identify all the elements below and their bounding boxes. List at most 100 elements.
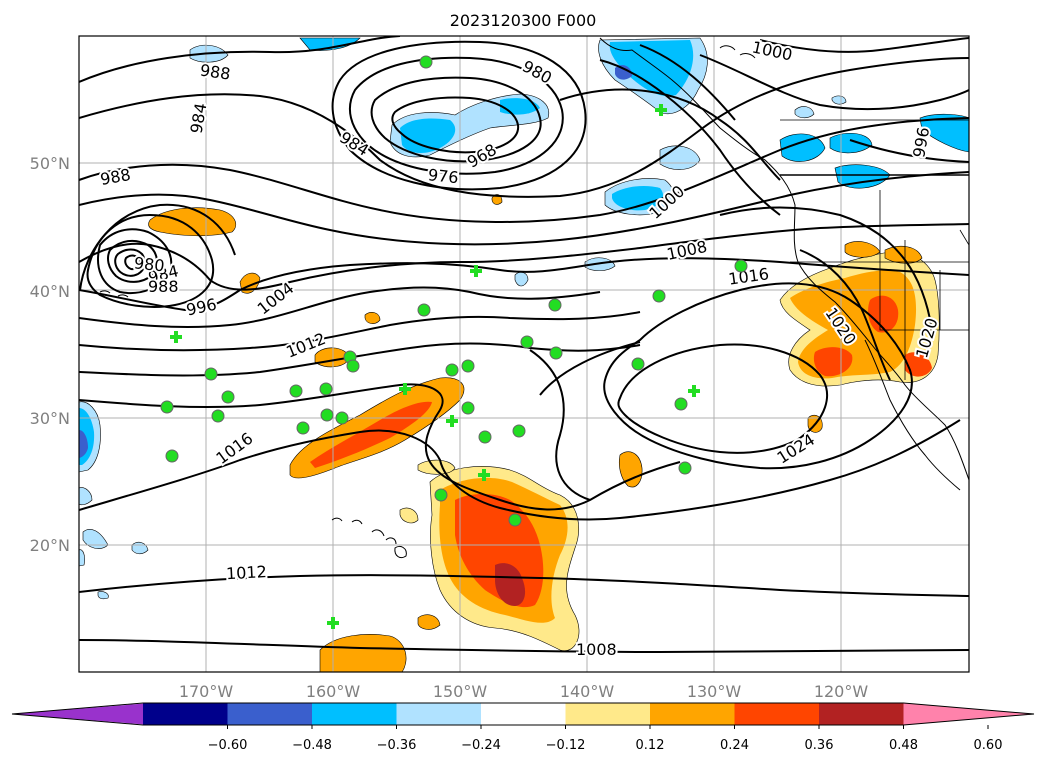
station-marker xyxy=(548,298,562,312)
colorbar-swatch xyxy=(819,703,904,725)
map-area: 1000 988 984 980 988 984 976 968 984 980… xyxy=(79,36,969,672)
isobar-label: 996 xyxy=(185,295,219,320)
station-marker xyxy=(678,461,692,475)
lon-label: 150°W xyxy=(433,682,488,701)
graticule xyxy=(79,36,969,672)
colorbar-tick-label: 0.24 xyxy=(720,738,749,753)
anomaly-region-far-west-patch xyxy=(97,591,109,600)
lat-label: 30°N xyxy=(30,409,70,428)
colorbar-extend-min xyxy=(12,703,152,725)
station-marker xyxy=(204,367,218,381)
map-frame xyxy=(78,35,970,673)
lon-label: 170°W xyxy=(179,682,234,701)
station-marker xyxy=(434,488,448,502)
colorbar-swatch xyxy=(650,703,735,725)
anomaly-region-california-strong xyxy=(868,295,899,333)
anomaly-region-band-patch xyxy=(399,507,419,524)
anomaly-region-far-west-patch xyxy=(79,487,93,506)
aleutian-islands xyxy=(99,45,756,298)
station-plus-marker xyxy=(655,104,667,116)
station-marker xyxy=(445,363,459,377)
anomaly-region-far-west-patch xyxy=(79,549,85,567)
anomaly-region-pacific-nw-core xyxy=(609,40,694,97)
station-marker xyxy=(461,359,475,373)
station-plus-marker xyxy=(446,415,458,427)
anomaly-region-pacific-nw-patch xyxy=(831,95,847,105)
station-plus-marker xyxy=(478,469,490,481)
anomaly-region-pacific-nw-patch xyxy=(919,113,969,153)
colorbar-swatch xyxy=(396,703,482,725)
station-marker xyxy=(160,400,174,414)
station-marker xyxy=(512,424,526,438)
isobar-label: 988 xyxy=(148,277,179,296)
colorbar-extend-max xyxy=(903,703,1034,725)
station-marker xyxy=(461,401,475,415)
colorbar-tick-label: −0.60 xyxy=(208,738,248,753)
anomaly-region-pacific-nw-patch xyxy=(794,106,815,119)
station-marker xyxy=(549,346,563,360)
anomaly-shading xyxy=(79,37,969,672)
station-marker xyxy=(652,289,666,303)
station-marker xyxy=(520,335,534,349)
station-marker xyxy=(631,357,645,371)
station-plus-marker xyxy=(327,617,339,629)
station-plus-marker xyxy=(399,383,411,395)
anomaly-region-gulf-alaska-core xyxy=(500,98,540,115)
isobar-label: 976 xyxy=(427,165,459,187)
station-plus-marker xyxy=(688,385,700,397)
station-marker xyxy=(346,359,360,373)
lat-label: 40°N xyxy=(30,282,70,301)
anomaly-region-band-patch xyxy=(618,451,643,488)
anomaly-region-california-strong xyxy=(813,347,853,377)
anomaly-region-gulf-alaska-core xyxy=(400,118,456,154)
station-marker xyxy=(419,55,433,69)
colorbar-tick-label: −0.36 xyxy=(377,738,417,753)
station-plus-markers xyxy=(170,104,700,629)
anomaly-region-band-patch xyxy=(364,311,381,324)
lon-label: 120°W xyxy=(814,682,869,701)
colorbar-tick-label: −0.48 xyxy=(292,738,332,753)
colorbar-tick-label: 0.60 xyxy=(974,738,1003,753)
isobars xyxy=(79,36,969,654)
anomaly-region-pacific-nw-strong xyxy=(615,65,632,80)
isobar-label: 1008 xyxy=(576,640,617,659)
anomaly-region-california-strong xyxy=(905,352,932,377)
colorbar-tick-label: 0.36 xyxy=(805,738,834,753)
station-marker xyxy=(296,421,310,435)
colorbar-tick-label: −0.24 xyxy=(461,738,501,753)
station-marker xyxy=(417,303,431,317)
station-marker xyxy=(221,390,235,404)
lon-label: 160°W xyxy=(306,682,361,701)
isobar-label: 1012 xyxy=(226,562,268,583)
lon-axis-labels: 170°W 160°W 150°W 140°W 130°W 120°W xyxy=(179,682,869,701)
lat-label: 20°N xyxy=(30,536,70,555)
colorbar-swatch xyxy=(227,703,313,725)
anomaly-region-far-west-strong xyxy=(79,430,88,458)
station-marker xyxy=(508,513,522,527)
station-marker xyxy=(211,409,225,423)
anomaly-region-subtropical-max xyxy=(495,563,526,606)
isobar-label: 988 xyxy=(99,165,132,189)
colorbar-tick-label: 0.48 xyxy=(889,738,918,753)
colorbar-tick-label: −0.12 xyxy=(546,738,586,753)
lon-label: 140°W xyxy=(560,682,615,701)
station-marker xyxy=(289,384,303,398)
colorbar-swatch xyxy=(734,703,820,725)
figure-title: 2023120300 F000 xyxy=(450,11,597,30)
anomaly-region-south xyxy=(319,634,407,672)
anomaly-region-west-low xyxy=(148,207,236,237)
station-marker xyxy=(165,449,179,463)
lat-label: 50°N xyxy=(30,154,70,173)
anomaly-region-pacific-nw-patch xyxy=(779,133,826,162)
isobar-label: 980 xyxy=(133,253,165,275)
lat-axis-labels: 20°N 30°N 40°N 50°N xyxy=(30,154,70,555)
station-marker xyxy=(478,430,492,444)
station-marker xyxy=(734,259,748,273)
lon-label: 130°W xyxy=(687,682,742,701)
station-marker xyxy=(674,397,688,411)
station-marker xyxy=(320,408,334,422)
station-marker xyxy=(319,382,333,396)
anomaly-region-south-patch xyxy=(417,614,441,630)
colorbar-swatch xyxy=(565,703,651,725)
station-plus-marker xyxy=(170,331,182,343)
